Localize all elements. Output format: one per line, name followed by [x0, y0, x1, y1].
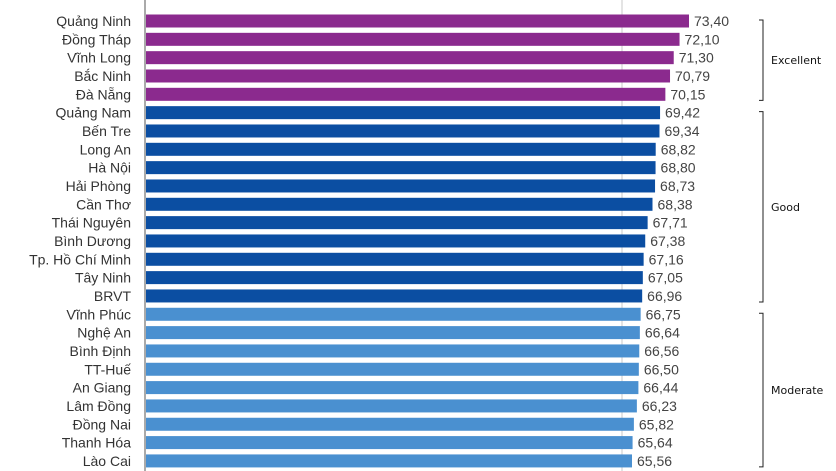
bar-1 [146, 32, 680, 46]
group-bracket [759, 19, 764, 101]
value-label: 66,44 [643, 380, 678, 396]
value-label: 65,56 [637, 453, 672, 469]
group-bracket [759, 312, 764, 468]
category-label: Tp. Hồ Chí Minh [29, 251, 131, 267]
value-label: 68,38 [658, 196, 693, 212]
value-label: 66,56 [644, 343, 679, 359]
category-label: Quảng Ninh [56, 13, 131, 29]
bar-17 [146, 326, 640, 340]
value-label: 65,64 [638, 435, 673, 451]
value-label: 66,23 [642, 398, 677, 414]
bar-19 [146, 362, 639, 376]
value-label: 67,71 [653, 215, 688, 231]
value-label: 72,10 [685, 31, 720, 47]
category-label: Bến Tre [82, 123, 131, 139]
value-label: 73,40 [694, 13, 729, 29]
bar-3 [146, 69, 671, 83]
bar-2 [146, 51, 674, 65]
value-label: 66,96 [647, 288, 682, 304]
category-label: Hải Phòng [66, 178, 131, 194]
category-label: Thanh Hóa [62, 435, 131, 451]
value-label: 69,34 [664, 123, 699, 139]
bar-7 [146, 142, 656, 156]
category-label: Đà Nẵng [76, 86, 131, 102]
bar-4 [146, 87, 666, 101]
bar-5 [146, 106, 661, 120]
bar-9 [146, 179, 656, 193]
category-label: Vĩnh Phúc [66, 306, 131, 322]
bar-13 [146, 252, 644, 266]
category-label: Thái Nguyên [52, 215, 131, 231]
group-label: Moderate [771, 384, 824, 397]
category-label: TT-Huế [84, 361, 131, 377]
bar-24 [146, 454, 632, 468]
group-bracket [759, 111, 764, 303]
bar-11 [146, 216, 648, 230]
value-label: 68,80 [661, 160, 696, 176]
category-label: Quảng Nam [56, 105, 131, 121]
category-label: Bình Dương [54, 233, 131, 249]
group-label: Good [771, 201, 800, 214]
value-label: 66,64 [645, 325, 680, 341]
value-label: 68,73 [660, 178, 695, 194]
category-label: An Giang [73, 380, 131, 396]
value-label: 66,75 [646, 306, 681, 322]
bar-15 [146, 289, 643, 303]
bar-16 [146, 307, 641, 321]
category-label: Lào Cai [83, 453, 131, 469]
category-label: Bình Định [70, 343, 131, 359]
category-label: Đồng Tháp [62, 31, 131, 47]
bar-23 [146, 436, 633, 450]
bar-10 [146, 197, 653, 211]
category-label: Hà Nội [88, 160, 131, 176]
bar-21 [146, 399, 637, 413]
group-label: Excellent [771, 54, 822, 67]
value-label: 67,16 [649, 251, 684, 267]
bar-12 [146, 234, 646, 248]
bar-14 [146, 271, 643, 285]
category-label: Lâm Đồng [66, 398, 131, 414]
bar-22 [146, 417, 634, 431]
bar-0 [146, 14, 689, 28]
category-label: Tây Ninh [75, 270, 131, 286]
category-label: Nghệ An [77, 325, 131, 341]
bar-6 [146, 124, 660, 138]
value-label: 70,79 [675, 68, 710, 84]
category-label: BRVT [94, 288, 132, 304]
category-label: Cần Thơ [76, 196, 131, 212]
category-label: Đồng Nai [73, 416, 131, 432]
bar-20 [146, 381, 639, 395]
category-label: Long An [80, 141, 131, 157]
bar-8 [146, 161, 656, 175]
value-label: 68,82 [661, 141, 696, 157]
bar-18 [146, 344, 640, 358]
value-label: 67,38 [650, 233, 685, 249]
value-label: 71,30 [679, 50, 714, 66]
category-label: Vĩnh Long [67, 50, 131, 66]
value-label: 65,82 [639, 416, 674, 432]
category-label: Bắc Ninh [74, 68, 131, 84]
value-label: 67,05 [648, 270, 683, 286]
value-label: 70,15 [670, 86, 705, 102]
value-label: 69,42 [665, 105, 700, 121]
value-label: 66,50 [644, 361, 679, 377]
